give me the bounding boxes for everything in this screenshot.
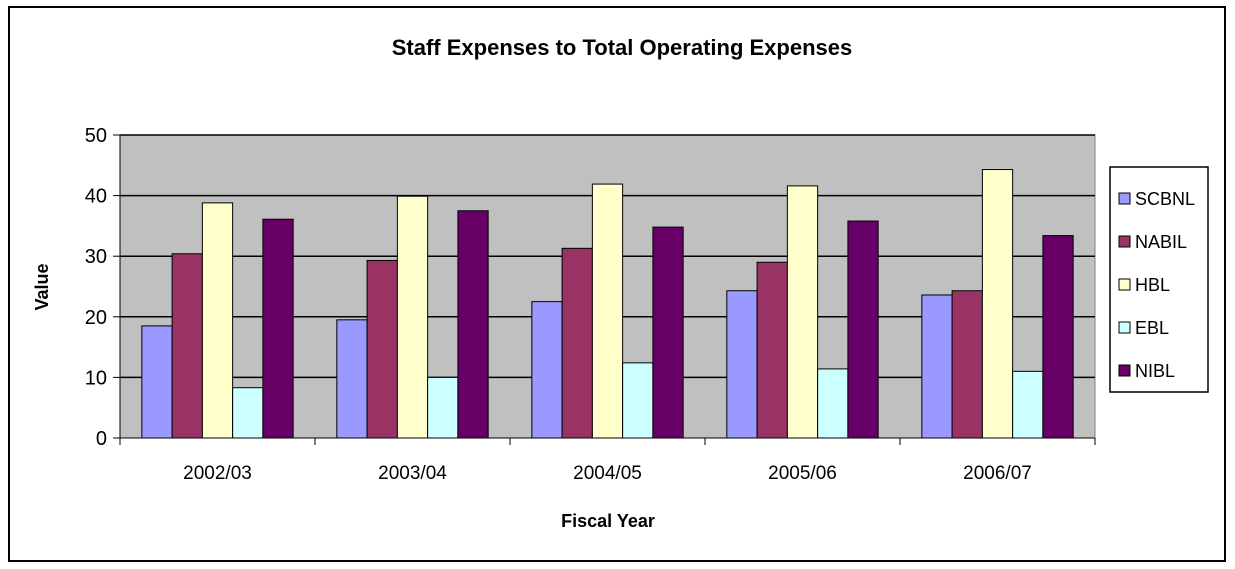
bar [396, 195, 429, 439]
y-tick-label: 50 [85, 125, 107, 147]
bar [981, 169, 1014, 439]
legend-label: EBL [1135, 318, 1169, 338]
legend-label: NIBL [1135, 361, 1175, 381]
y-tick-label: 10 [85, 367, 107, 389]
legend-label: SCBNL [1135, 189, 1195, 209]
y-tick-label: 30 [85, 246, 107, 268]
legend-label: HBL [1135, 275, 1170, 295]
axes: 0 10 20 30 40 50 2002/03 2003/04 2004/05 2005/06 2… [85, 125, 1096, 484]
bar [591, 183, 624, 439]
bar [262, 218, 294, 439]
bar [726, 290, 758, 439]
bar [201, 202, 234, 439]
bar [232, 387, 264, 439]
legend-swatch [1118, 235, 1131, 248]
bar [817, 368, 849, 439]
x-tick-label: 2005/06 [768, 463, 837, 484]
bar [336, 319, 368, 439]
y-axis-label: Value [32, 263, 52, 310]
y-tick-label: 20 [85, 307, 107, 329]
bar [457, 210, 489, 439]
legend-swatch [1118, 278, 1131, 291]
legend-swatch [1118, 364, 1131, 377]
x-tick-label: 2003/04 [378, 463, 447, 484]
bar [366, 259, 398, 439]
bar [141, 325, 173, 439]
bar [171, 253, 203, 439]
bar [847, 220, 879, 439]
bar [561, 247, 593, 439]
x-tick-label: 2006/07 [963, 463, 1032, 484]
bar [786, 185, 819, 439]
bar [756, 261, 788, 439]
legend-label: NABIL [1135, 232, 1187, 252]
legend: SCBNL NABIL HBL EBL NIBL [1109, 166, 1209, 393]
bar [652, 226, 684, 439]
x-axis-label: Fiscal Year [561, 511, 655, 531]
bar [531, 301, 563, 439]
y-tick-label: 0 [96, 428, 107, 450]
legend-swatch [1118, 192, 1131, 205]
y-tick-label: 40 [85, 186, 107, 208]
bar [1042, 235, 1074, 439]
x-tick-label: 2004/05 [573, 463, 642, 484]
bar [921, 294, 953, 439]
bar [1012, 370, 1044, 439]
x-tick-label: 2002/03 [183, 463, 252, 484]
bar [951, 290, 983, 439]
bar [622, 362, 654, 439]
chart-title: Staff Expenses to Total Operating Expens… [392, 35, 853, 60]
legend-swatch [1118, 321, 1131, 334]
bars [141, 169, 1074, 439]
bar [427, 376, 459, 439]
